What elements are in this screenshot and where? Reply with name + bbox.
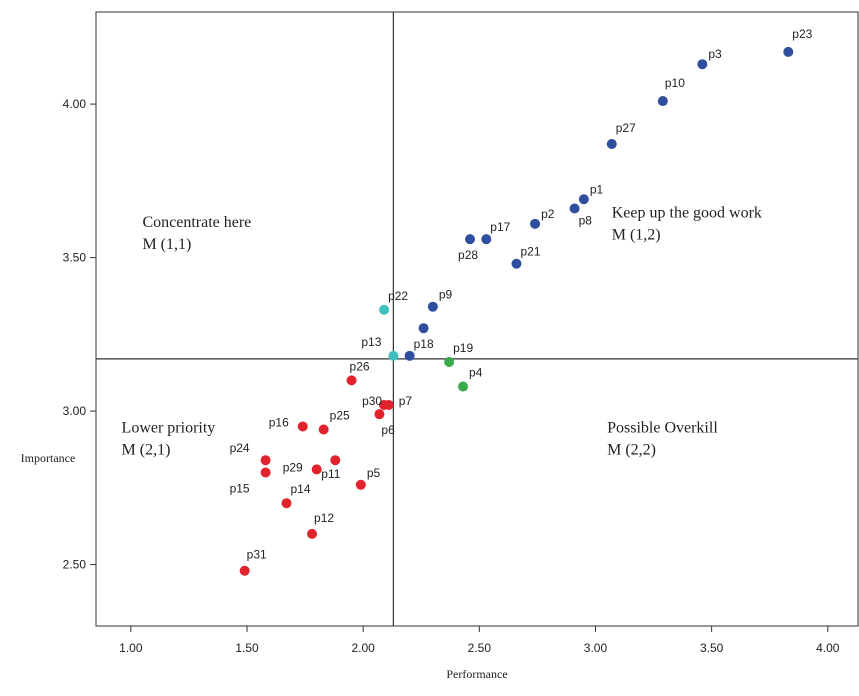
x-tick-label: 3.00 xyxy=(584,641,608,655)
y-tick-label: 3.50 xyxy=(63,251,87,265)
point-label-p1: p1 xyxy=(590,182,604,196)
point-label-p24: p24 xyxy=(230,441,250,455)
point-label-p16: p16 xyxy=(269,415,289,429)
point-label-p10: p10 xyxy=(665,76,685,90)
point-label-p28: p28 xyxy=(458,248,478,262)
point-p18 xyxy=(404,350,415,361)
point-p31 xyxy=(239,565,250,576)
point-label-p26: p26 xyxy=(350,359,370,373)
point-label-p31: p31 xyxy=(247,548,267,562)
point-p10 xyxy=(657,96,668,107)
point-unlabeled xyxy=(418,323,429,334)
point-label-p7: p7 xyxy=(399,394,413,408)
point-label-p18: p18 xyxy=(414,337,434,351)
point-p13 xyxy=(388,350,399,361)
point-label-p6: p6 xyxy=(381,423,395,437)
data-points xyxy=(239,46,794,576)
x-tick-label: 2.50 xyxy=(468,641,492,655)
quadrant-title: Concentrate here xyxy=(142,214,251,231)
point-p23 xyxy=(783,46,794,57)
axes: 1.00 1.50 2.00 2.50 3.00 3.50 4.00 2.50 3.00 3.50… xyxy=(63,11,859,655)
point-label-p14: p14 xyxy=(291,482,311,496)
point-label-p22: p22 xyxy=(388,289,408,303)
point-p11 xyxy=(330,455,341,466)
point-label-p15: p15 xyxy=(230,482,250,496)
quadrant-code: M (1,1) xyxy=(142,236,191,253)
point-label-p3: p3 xyxy=(708,47,722,61)
point-p15 xyxy=(260,467,271,478)
point-p1 xyxy=(578,194,589,205)
point-p12 xyxy=(307,528,318,539)
x-tick-label: 4.00 xyxy=(816,641,840,655)
point-label-p12: p12 xyxy=(314,511,334,525)
point-label-p9: p9 xyxy=(439,288,453,302)
point-p27 xyxy=(606,139,617,150)
point-label-p17: p17 xyxy=(490,220,510,234)
point-p9 xyxy=(427,301,438,312)
y-tick-label: 4.00 xyxy=(63,97,87,111)
point-label-p2: p2 xyxy=(541,207,555,221)
point-label-p30: p30 xyxy=(362,394,382,408)
x-tick-label: 3.50 xyxy=(700,641,724,655)
point-p22 xyxy=(379,304,390,315)
point-label-p5: p5 xyxy=(367,466,381,480)
point-p6 xyxy=(374,409,385,420)
x-axis-title: Performance xyxy=(446,667,507,681)
quadrant-code: M (2,2) xyxy=(607,442,656,459)
plot-frame xyxy=(95,11,859,627)
quadrant-code: M (1,2) xyxy=(612,227,661,244)
point-label-p8: p8 xyxy=(579,213,593,227)
point-p4 xyxy=(458,381,469,392)
point-p24 xyxy=(260,455,271,466)
point-p21 xyxy=(511,258,522,269)
x-tick-label: 2.00 xyxy=(351,641,375,655)
quadrant-labels: Concentrate here M (1,1) Keep up the good … xyxy=(122,205,762,459)
point-p25 xyxy=(318,424,329,435)
y-axis-title: Importance xyxy=(21,451,76,465)
point-p7 xyxy=(383,399,394,410)
point-label-p21: p21 xyxy=(520,245,540,259)
point-p28 xyxy=(465,234,476,245)
point-p2 xyxy=(530,218,541,229)
point-label-p27: p27 xyxy=(616,121,636,135)
point-p29 xyxy=(311,464,322,475)
quadrant-title: Possible Overkill xyxy=(607,420,718,437)
point-p19 xyxy=(444,356,455,367)
point-labels: p23 p3 p10 p27 p1 p8 p2 p17 p28 p21 p9 p18 p22 p13 p19… xyxy=(230,27,813,562)
point-p16 xyxy=(297,421,308,432)
x-tick-label: 1.00 xyxy=(119,641,143,655)
point-label-p19: p19 xyxy=(453,341,473,355)
point-label-p29: p29 xyxy=(283,460,303,474)
point-p5 xyxy=(355,479,366,490)
y-tick-label: 2.50 xyxy=(63,558,87,572)
quadrant-code: M (2,1) xyxy=(122,442,171,459)
x-tick-label: 1.50 xyxy=(235,641,259,655)
point-p8 xyxy=(569,203,580,214)
y-tick-label: 3.00 xyxy=(63,404,87,418)
point-label-p4: p4 xyxy=(469,366,483,380)
point-p3 xyxy=(697,59,708,70)
point-p26 xyxy=(346,375,357,386)
point-label-p23: p23 xyxy=(792,27,812,41)
point-label-p13: p13 xyxy=(361,335,381,349)
quadrant-title: Lower priority xyxy=(122,420,216,437)
point-p17 xyxy=(481,234,492,245)
point-label-p25: p25 xyxy=(330,409,350,423)
point-p14 xyxy=(281,498,292,509)
quadrant-title: Keep up the good work xyxy=(612,205,762,222)
reference-lines xyxy=(96,12,858,626)
point-label-p11: p11 xyxy=(321,467,340,481)
